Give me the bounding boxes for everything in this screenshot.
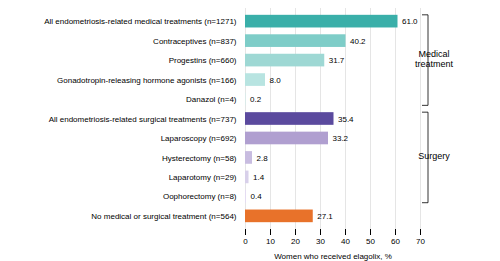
- svg-text:Laparotomy (n=29): Laparotomy (n=29): [169, 173, 237, 182]
- svg-text:Progestins (n=660): Progestins (n=660): [169, 56, 237, 65]
- svg-text:Medicaltreatment: Medicaltreatment: [415, 49, 454, 69]
- svg-text:31.7: 31.7: [329, 56, 345, 65]
- svg-text:Oophorectomy (n=8): Oophorectomy (n=8): [163, 192, 237, 201]
- svg-text:20: 20: [291, 237, 300, 246]
- svg-text:Women who received elagolix, %: Women who received elagolix, %: [274, 252, 392, 261]
- svg-text:30: 30: [316, 237, 325, 246]
- svg-text:Danazol (n=4): Danazol (n=4): [186, 95, 237, 104]
- svg-text:40.2: 40.2: [350, 37, 366, 46]
- svg-text:60: 60: [391, 237, 400, 246]
- svg-text:Surgery: Surgery: [418, 152, 450, 162]
- svg-text:40: 40: [341, 237, 350, 246]
- svg-text:Contraceptives (n=837): Contraceptives (n=837): [153, 37, 237, 46]
- svg-text:Gonadotropin-releasing hormone: Gonadotropin-releasing hormone agonists …: [57, 76, 237, 85]
- svg-text:27.1: 27.1: [317, 212, 333, 221]
- svg-text:No medical or surgical treatme: No medical or surgical treatment (n=564): [91, 212, 237, 221]
- svg-text:All endometriosis-related medi: All endometriosis-related medical treatm…: [44, 17, 237, 26]
- svg-text:Hysterectomy (n=58): Hysterectomy (n=58): [162, 154, 237, 163]
- svg-text:35.4: 35.4: [338, 115, 354, 124]
- svg-text:All endometriosis-related surg: All endometriosis-related surgical treat…: [49, 115, 237, 124]
- svg-text:50: 50: [366, 237, 375, 246]
- svg-text:10: 10: [266, 237, 275, 246]
- svg-text:0.4: 0.4: [251, 192, 263, 201]
- svg-text:61.0: 61.0: [402, 17, 418, 26]
- svg-text:33.2: 33.2: [333, 134, 349, 143]
- svg-text:8.0: 8.0: [270, 76, 282, 85]
- svg-text:70: 70: [416, 237, 425, 246]
- svg-text:2.8: 2.8: [257, 154, 269, 163]
- svg-text:0: 0: [243, 237, 248, 246]
- svg-text:1.4: 1.4: [253, 173, 265, 182]
- svg-text:0.2: 0.2: [250, 95, 262, 104]
- svg-text:Laparoscopy (n=692): Laparoscopy (n=692): [161, 134, 237, 143]
